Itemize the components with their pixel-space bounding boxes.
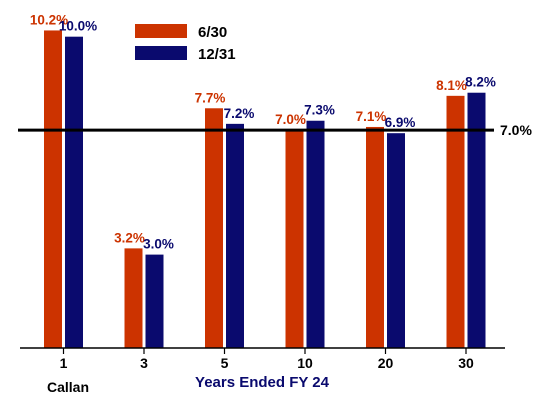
legend: 6/30 12/31 [135, 24, 236, 63]
data-label-series-2-cat-30: 8.2% [465, 75, 496, 90]
legend-swatch-series-2 [135, 46, 187, 60]
data-label-series-1-cat-30: 8.1% [436, 78, 467, 93]
reference-line-label: 7.0% [500, 122, 532, 138]
x-tick-label-1: 1 [60, 355, 68, 371]
data-label-series-1-cat-1: 10.2% [30, 12, 68, 27]
x-tick-label-5: 5 [221, 355, 229, 371]
source-note: Callan [47, 379, 89, 395]
bar-series-1-cat-10 [285, 130, 304, 348]
data-labels-group: 10.2%10.0% 3.2%3.0% 7.7%7.2% 7.0%7.3% 7.1%6.… [30, 12, 496, 251]
legend-swatch-series-1 [135, 24, 187, 38]
data-label-series-2-cat-5: 7.2% [224, 106, 255, 121]
bar-series-2-cat-20 [387, 133, 405, 348]
data-label-series-1-cat-5: 7.7% [195, 90, 226, 105]
bar-series-1-cat-20 [366, 126, 384, 348]
bar-series-1-cat-30 [446, 95, 465, 348]
bar-series-2-cat-30 [467, 92, 486, 348]
bar-series-2-cat-10 [306, 120, 325, 349]
data-label-series-1-cat-20: 7.1% [356, 109, 387, 124]
bar-series-2-cat-3 [145, 254, 164, 348]
bar-series-1-cat-5 [205, 108, 223, 348]
data-label-series-2-cat-20: 6.9% [385, 115, 416, 130]
x-tick-label-10: 10 [297, 355, 313, 371]
bars-group [44, 30, 486, 349]
bar-series-1-cat-1 [44, 30, 62, 349]
data-label-series-2-cat-10: 7.3% [304, 103, 335, 118]
x-tick-label-30: 30 [458, 355, 474, 371]
x-ticks-group: 1 3 5 10 20 30 [60, 348, 474, 371]
data-label-series-1-cat-3: 3.2% [114, 230, 145, 245]
x-tick-label-3: 3 [140, 355, 148, 371]
bar-series-2-cat-5 [226, 123, 244, 348]
legend-label-series-2: 12/31 [198, 46, 236, 63]
x-tick-label-20: 20 [378, 355, 394, 371]
bar-series-1-cat-3 [124, 248, 143, 348]
x-axis-title: Years Ended FY 24 [195, 374, 330, 391]
data-label-series-2-cat-1: 10.0% [59, 19, 97, 34]
data-label-series-1-cat-10: 7.0% [275, 112, 306, 127]
legend-label-series-1: 6/30 [198, 24, 227, 41]
data-label-series-2-cat-3: 3.0% [143, 237, 174, 252]
bar-series-2-cat-1 [65, 36, 83, 348]
